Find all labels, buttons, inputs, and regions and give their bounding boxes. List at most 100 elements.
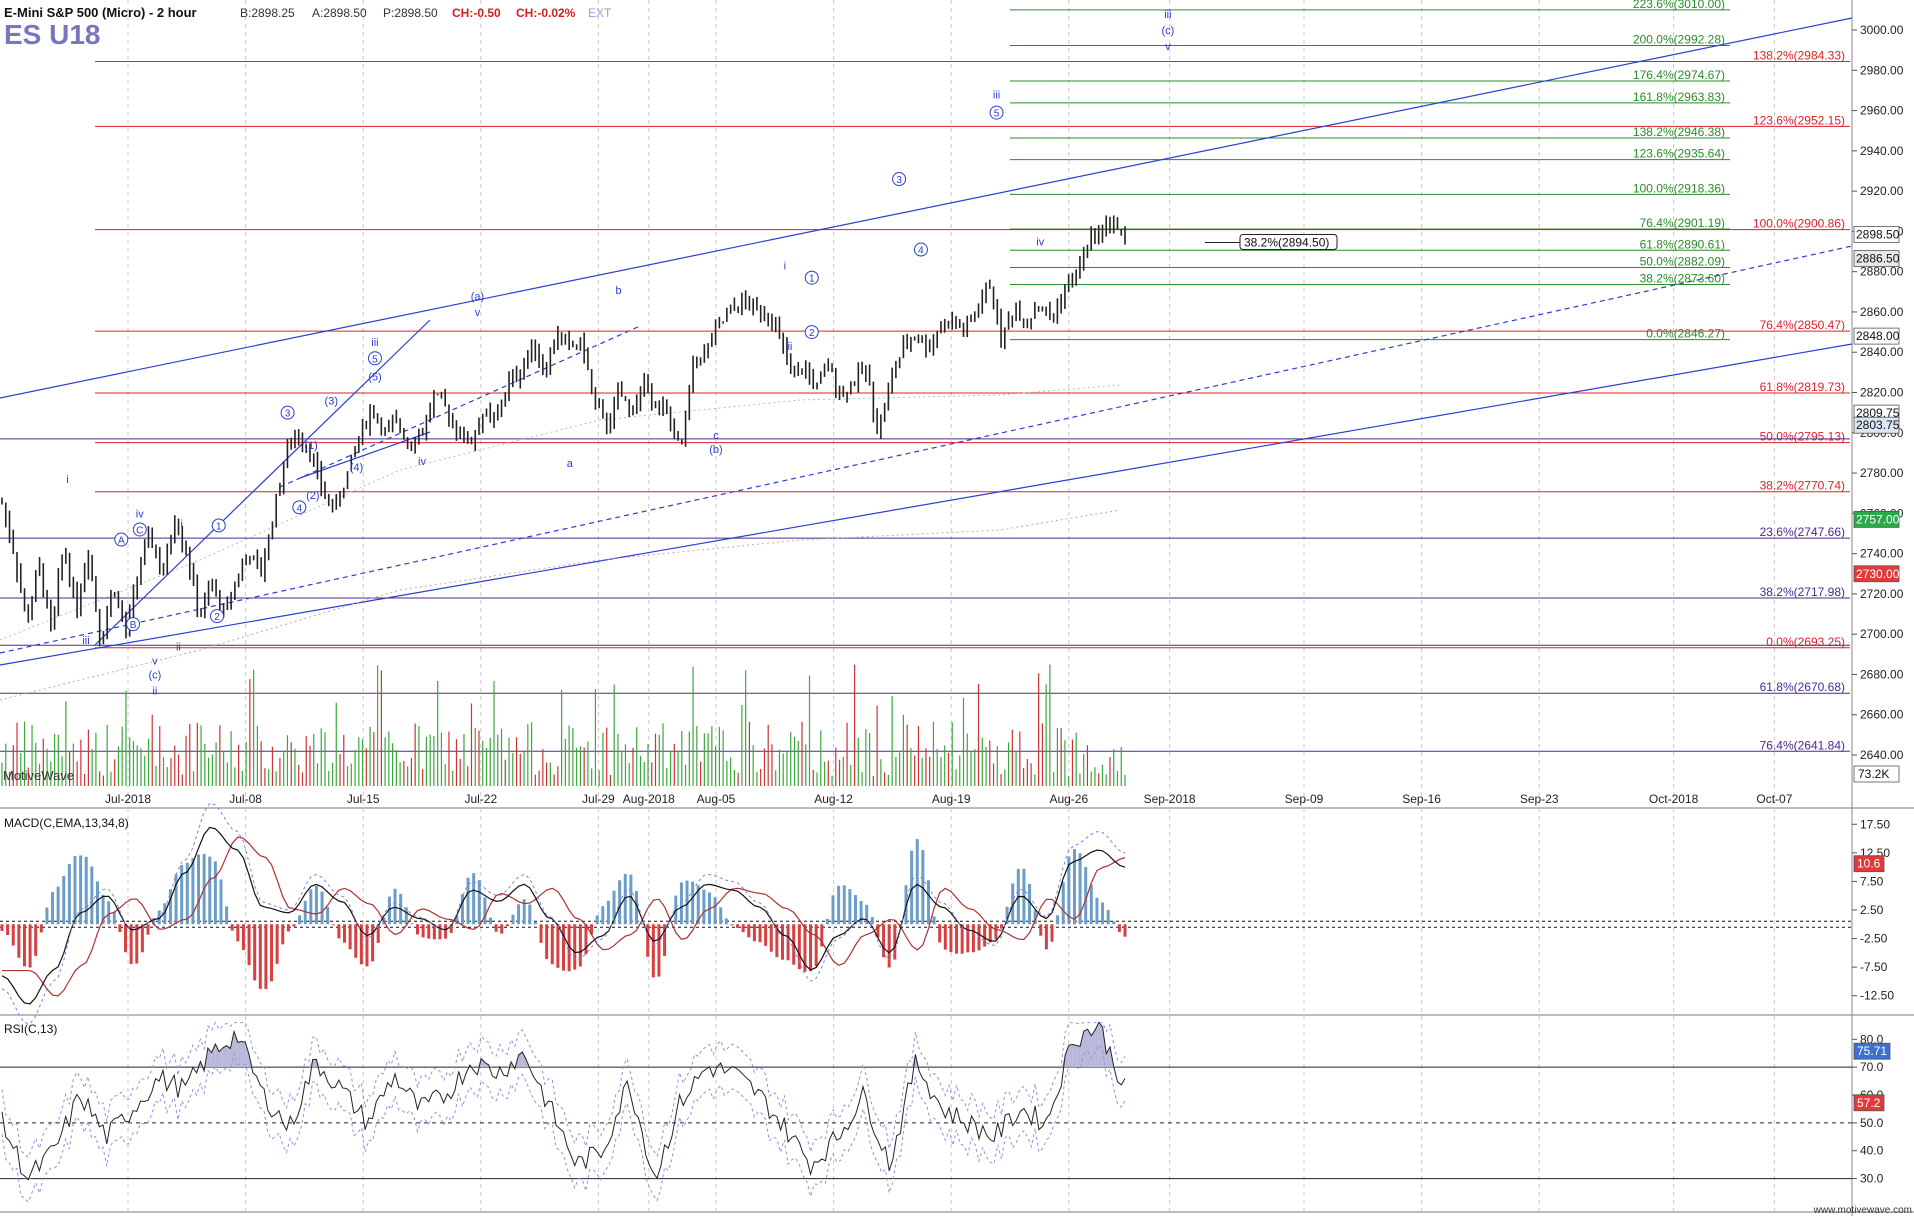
fib-label: 200.0%(2992.28)	[1633, 33, 1725, 47]
fib-lines: 223.6%(3010.00) 200.0%(2992.28) 176.4%(297…	[0, 0, 1850, 752]
x-tick-label: Oct-2018	[1649, 792, 1699, 806]
wave-label: iv	[1036, 236, 1044, 248]
rsi-overbought-fill	[1065, 1045, 1069, 1067]
rsi-overbought-fill	[1084, 1029, 1088, 1067]
wave-label: 2	[214, 612, 220, 623]
wave-label: 2	[809, 328, 815, 339]
wave-label: ii	[152, 686, 157, 698]
price-marker-label: 2848.00	[1856, 329, 1900, 343]
fib-label: 100.0%(2900.86)	[1753, 217, 1845, 231]
wave-label: A	[118, 536, 125, 547]
y-tick-label: 2720.00	[1860, 587, 1904, 601]
moving-average	[0, 385, 1120, 640]
x-tick-label: Sep-09	[1285, 792, 1324, 806]
volume-bars	[2, 665, 1125, 786]
macd-tick-label: -2.50	[1860, 932, 1888, 946]
fib-label: 76.4%(2901.19)	[1640, 216, 1725, 230]
rsi-tick-label: 30.0	[1860, 1172, 1884, 1186]
change-pct-label: CH:-0.02%	[516, 6, 576, 20]
wave-label: 4	[918, 246, 924, 257]
price-bars	[2, 215, 1125, 646]
macd-panel: MACD(C,EMA,13,34,8)-12.50-7.50-2.502.507…	[0, 803, 1894, 1024]
wave-label: C	[136, 525, 143, 536]
x-tick-label: Jul-2018	[105, 792, 151, 806]
wave-label: 4	[297, 503, 303, 514]
ask-label: A:2898.50	[312, 6, 367, 20]
wave-label: (c)	[148, 669, 161, 681]
wave-label: (1)	[304, 440, 317, 452]
x-tick-label: Jul-08	[229, 792, 262, 806]
price-label: P:2898.50	[383, 6, 438, 20]
rsi-overbought-fill	[313, 1059, 317, 1067]
fib-label: 61.8%(2890.61)	[1640, 237, 1725, 251]
rsi-title: RSI(C,13)	[4, 1022, 57, 1036]
wave-label: a	[567, 458, 574, 470]
wave-label: (2)	[306, 490, 319, 502]
y-tick-label: 2640.00	[1860, 748, 1904, 762]
fib-label: 176.4%(2974.67)	[1633, 68, 1725, 82]
wave-label: v	[475, 307, 481, 319]
rsi-overbought-fill	[223, 1046, 227, 1068]
x-tick-label: Jul-15	[347, 792, 380, 806]
macd-tick-label: 7.50	[1860, 874, 1884, 888]
ext-label: EXT	[588, 6, 612, 20]
rsi-band	[2, 1023, 1125, 1158]
ticker-label: ES U18	[4, 19, 101, 50]
rsi-overbought-fill	[238, 1042, 242, 1068]
wave-label: (c)	[1162, 25, 1175, 37]
wave-label: 5	[994, 109, 1000, 120]
x-tick-label: Aug-12	[814, 792, 853, 806]
y-tick-label: 2780.00	[1860, 466, 1904, 480]
fib-label: 61.8%(2819.73)	[1760, 380, 1845, 394]
price-marker-label: 2886.50	[1856, 252, 1900, 266]
fib-label: 123.6%(2935.64)	[1633, 147, 1725, 161]
wave-label: iii	[1164, 9, 1171, 21]
y-tick-label: 2920.00	[1860, 184, 1904, 198]
fib-label: 50.0%(2795.13)	[1760, 430, 1845, 444]
y-tick-label: 2660.00	[1860, 708, 1904, 722]
rsi-tick-label: 50.0	[1860, 1116, 1884, 1130]
x-tick-label: Jul-29	[582, 792, 615, 806]
wave-label: ii	[787, 341, 792, 353]
bid-label: B:2898.25	[240, 6, 295, 20]
wave-label: iii	[371, 337, 378, 349]
wave-label: 1	[216, 521, 222, 532]
wave-label: (a)	[471, 291, 484, 303]
wave-label: (b)	[709, 444, 722, 456]
fib-label: 138.2%(2946.38)	[1633, 125, 1725, 139]
fib-label: 38.2%(2717.98)	[1760, 585, 1845, 599]
macd-tick-label: -7.50	[1860, 960, 1888, 974]
wave-label: 3	[285, 409, 291, 420]
x-tick-label: Aug-19	[932, 792, 971, 806]
y-tick-label: 3000.00	[1860, 23, 1904, 37]
x-tick-label: Jul-22	[464, 792, 497, 806]
rsi-line	[2, 1023, 1125, 1180]
footer-url: www.motivewave.com	[1813, 1205, 1912, 1216]
rsi-overbought-fill	[245, 1042, 249, 1067]
wave-label: iv	[136, 508, 144, 520]
rsi-overbought-fill	[1073, 1045, 1077, 1068]
wave-label: v	[152, 655, 158, 667]
x-tick-label: Sep-23	[1520, 792, 1559, 806]
wave-label: v	[1165, 41, 1171, 53]
fib-label: 138.2%(2984.33)	[1753, 49, 1845, 63]
fib-label: 123.6%(2952.15)	[1753, 113, 1845, 127]
fib-label: 223.6%(3010.00)	[1633, 0, 1725, 11]
fib-label: 161.8%(2963.83)	[1633, 90, 1725, 104]
rsi-overbought-fill	[227, 1046, 231, 1068]
wave-label: (5)	[368, 371, 381, 383]
wave-label: iii	[993, 89, 1000, 101]
wave-label: ii	[176, 641, 181, 653]
macd-title: MACD(C,EMA,13,34,8)	[4, 816, 129, 830]
rsi-panel: RSI(C,13)30.040.050.060.070.080.075.7157…	[0, 1022, 1890, 1202]
wave-label: 5	[372, 354, 378, 365]
volume-marker-label: 73.2K	[1858, 767, 1889, 781]
fib-label: 76.4%(2641.84)	[1760, 738, 1845, 752]
price-marker-label: 2898.50	[1856, 227, 1900, 241]
fib-label: 50.0%(2882.09)	[1640, 254, 1725, 268]
wave-label: i	[181, 518, 183, 530]
y-tick-label: 2700.00	[1860, 627, 1904, 641]
watermark: MotiveWave	[3, 768, 74, 783]
